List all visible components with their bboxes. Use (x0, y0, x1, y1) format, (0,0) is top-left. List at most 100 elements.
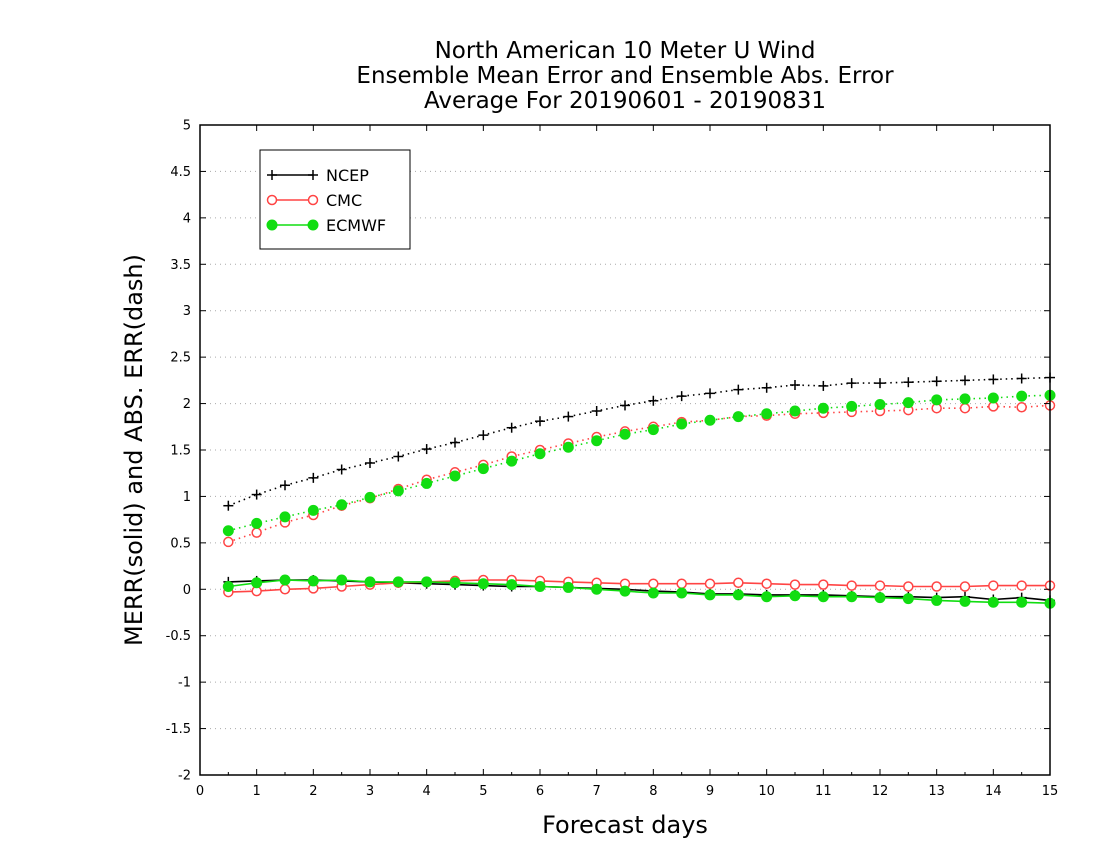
ecmwf-abs-err-point (817, 402, 829, 414)
ecmwf-merr-point (959, 595, 971, 607)
ecmwf-abs-err-point (364, 491, 376, 503)
legend-marker-cmc (307, 194, 319, 206)
cmc-merr-point (846, 580, 857, 591)
chart-title-line-1: North American 10 Meter U Wind (435, 38, 816, 64)
ecmwf-merr-point (902, 593, 914, 605)
ecmwf-merr-point (392, 576, 404, 588)
grid-lines (200, 170, 1050, 730)
cmc-merr-point (761, 578, 772, 589)
ecmwf-abs-err-point (931, 394, 943, 406)
x-tick-label: 10 (758, 784, 775, 799)
ecmwf-merr-point (676, 587, 688, 599)
x-tick-label: 7 (593, 784, 601, 799)
cmc-merr-point (959, 581, 971, 592)
cmc-abs-err-point (1016, 402, 1027, 413)
legend-marker-ncep (308, 170, 318, 180)
ecmwf-abs-err-point (392, 485, 404, 497)
ecmwf-abs-err-line (228, 394, 1051, 532)
chart-title-line-3: Average For 20190601 - 20190831 (424, 88, 826, 114)
legend-marker-ecmwf (266, 219, 278, 231)
ncep-abs-err-point (903, 377, 914, 388)
ecmwf-abs-err-point (1016, 390, 1028, 402)
ecmwf-abs-err-point (421, 477, 433, 489)
cmc-merr-point (704, 578, 716, 589)
ecmwf-abs-err-point (336, 499, 348, 511)
y-tick-label: -1 (178, 676, 191, 691)
y-tick-label: 3.5 (170, 258, 191, 273)
x-tick-label: 9 (706, 784, 714, 799)
ecmwf-abs-err-point (279, 511, 291, 523)
cmc-abs-err-point (959, 402, 971, 414)
ecmwf-abs-err-point (307, 504, 319, 516)
ncep-abs-err-point (563, 411, 574, 422)
ecmwf-merr-point (1016, 596, 1028, 608)
ecmwf-abs-err-point (789, 405, 801, 417)
cmc-merr-point (279, 584, 291, 595)
ecmwf-merr-point (506, 579, 518, 591)
ecmwf-abs-err-point (534, 448, 546, 460)
x-tick-label: 15 (1042, 784, 1059, 799)
ncep-abs-err-point (535, 416, 545, 427)
ncep-abs-err-point (931, 376, 942, 387)
ecmwf-merr-point (449, 577, 461, 589)
ncep-abs-err-point (450, 437, 460, 448)
ecmwf-merr-point (477, 578, 489, 590)
ncep-abs-err-point (875, 378, 885, 389)
y-tick-label: 5 (183, 119, 191, 134)
ncep-abs-err-point (818, 380, 829, 391)
ecmwf-merr-point (846, 591, 858, 603)
cmc-merr-point (1016, 580, 1027, 591)
x-tick-label: 1 (253, 784, 261, 799)
ecmwf-abs-err-point (732, 411, 744, 423)
ecmwf-abs-err-point (251, 517, 263, 529)
legend-marker-ncep (267, 170, 277, 180)
ncep-abs-err-point (790, 380, 800, 390)
legend-marker-ecmwf (307, 219, 319, 231)
ecmwf-abs-err-point (619, 428, 631, 440)
y-tick-label: 2.5 (170, 351, 191, 366)
ecmwf-abs-err-point (477, 463, 489, 475)
x-tick-label: 8 (649, 784, 657, 799)
ecmwf-merr-point (647, 587, 659, 599)
cmc-merr-point (903, 581, 914, 592)
x-tick-label: 6 (536, 784, 544, 799)
x-axis-label: Forecast days (542, 811, 708, 839)
ecmwf-abs-err-point (761, 408, 773, 420)
cmc-merr-point (789, 579, 801, 590)
ecmwf-merr-point (534, 581, 546, 592)
ecmwf-abs-err-point (647, 424, 659, 436)
y-tick-label: 4.5 (170, 165, 191, 180)
ncep-abs-err-line (228, 376, 1051, 507)
legend-label-cmc: CMC (326, 191, 362, 210)
ncep-abs-err-point (733, 384, 744, 395)
cmc-merr-point (931, 581, 942, 592)
y-tick-label: -0.5 (166, 629, 191, 644)
cmc-abs-err-line (228, 404, 1051, 543)
ecmwf-merr-point (931, 594, 943, 606)
ecmwf-merr-point (704, 589, 716, 601)
ncep-abs-err-point (648, 395, 659, 406)
legend-label-ncep: NCEP (326, 166, 369, 185)
legend: NCEP CMC ECMWF (259, 149, 411, 250)
y-tick-label: 1.5 (170, 444, 191, 459)
y-axis-label: MERR(solid) and ABS. ERR(dash) (120, 254, 148, 646)
x-tick-label: 0 (196, 784, 204, 799)
x-tick-label: 2 (309, 784, 317, 799)
ecmwf-merr-point (874, 592, 886, 604)
ecmwf-merr-point (307, 575, 319, 587)
ncep-abs-err-point (846, 378, 857, 389)
ecmwf-merr-point (222, 581, 234, 592)
ncep-abs-err-point (1016, 373, 1027, 384)
x-tick-label: 14 (985, 784, 1002, 799)
series-layer (222, 372, 1056, 609)
y-tick-label: -2 (178, 769, 191, 784)
ncep-abs-err-point (421, 444, 432, 455)
ncep-abs-err-point (761, 382, 772, 393)
ecmwf-abs-err-point (704, 414, 716, 426)
ecmwf-abs-err-point (959, 393, 971, 405)
ncep-abs-err-point (478, 430, 489, 441)
cmc-abs-err-point (251, 527, 262, 538)
ncep-abs-err-point (591, 406, 602, 416)
ecmwf-abs-err-point (222, 525, 234, 537)
